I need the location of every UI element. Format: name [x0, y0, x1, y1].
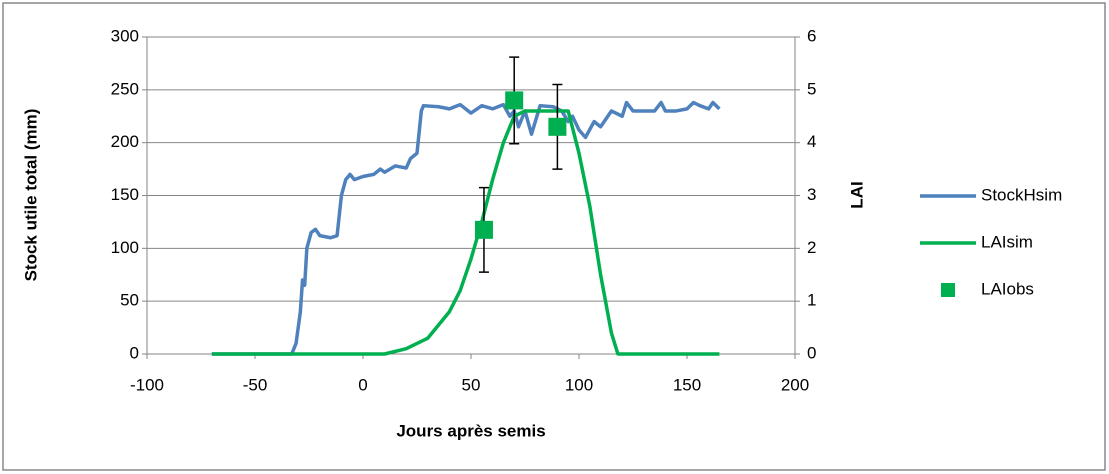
y-tick-label: 250 — [111, 79, 139, 98]
x-tick-label: -50 — [243, 375, 268, 394]
marker — [505, 91, 524, 110]
marker — [548, 117, 567, 136]
y2-tick-label: 0 — [807, 343, 816, 362]
legend-label: LAIsim — [981, 232, 1033, 251]
y2-tick-label: 3 — [807, 185, 816, 204]
y2-tick-label: 5 — [807, 79, 816, 98]
x-tick-label: -100 — [130, 375, 164, 394]
y-axis-title: Stock utile total (mm) — [21, 109, 40, 282]
y-tick-label: 100 — [111, 238, 139, 257]
legend-swatch — [941, 283, 955, 297]
legend-label: LAIobs — [981, 279, 1034, 298]
x-tick-label: 150 — [673, 375, 701, 394]
y-tick-label: 150 — [111, 185, 139, 204]
y2-axis-title: LAI — [847, 181, 866, 208]
legend-label: StockHsim — [981, 185, 1062, 204]
x-tick-label: 100 — [565, 375, 593, 394]
x-tick-label: 0 — [358, 375, 367, 394]
y-tick-label: 50 — [120, 291, 139, 310]
y2-tick-label: 1 — [807, 291, 816, 310]
x-axis-title: Jours après semis — [396, 421, 545, 440]
y-tick-label: 0 — [130, 343, 139, 362]
y2-tick-label: 4 — [807, 132, 816, 151]
y2-tick-label: 6 — [807, 26, 816, 45]
series-line — [211, 100, 721, 356]
y-tick-label: 300 — [111, 26, 139, 45]
x-tick-label: 200 — [781, 375, 809, 394]
y-tick-label: 200 — [111, 132, 139, 151]
y2-tick-label: 2 — [807, 238, 816, 257]
x-tick-label: 50 — [462, 375, 481, 394]
series-line — [211, 109, 720, 356]
marker — [474, 220, 493, 239]
